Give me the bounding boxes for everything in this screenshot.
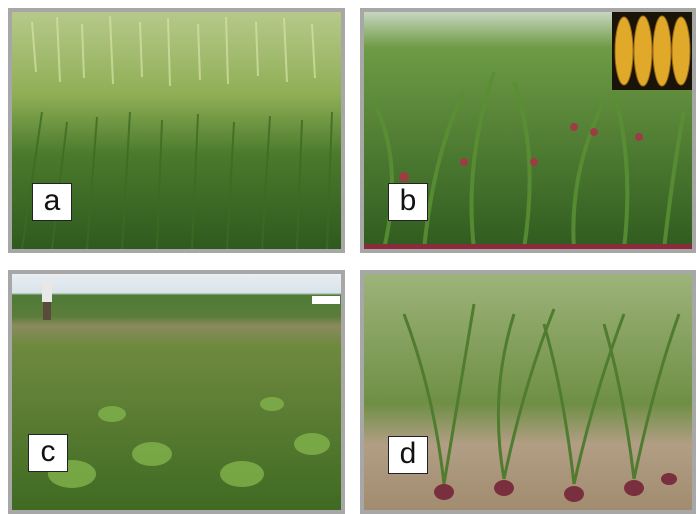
panel-label-b: b — [388, 183, 428, 221]
corn-cobs-inset — [612, 12, 692, 90]
photo-panel-d: d — [360, 270, 696, 514]
photo-panel-b: b — [360, 8, 696, 253]
panel-label-a: a — [32, 183, 72, 221]
panel-label-d: d — [388, 436, 428, 474]
corn-cob-icon — [612, 12, 692, 90]
legume-field-photo — [12, 274, 341, 510]
panel-label-c: c — [28, 434, 68, 472]
onion-field-photo — [364, 274, 692, 510]
photo-panel-c: c — [8, 270, 345, 514]
photo-panel-a: a — [8, 8, 345, 253]
